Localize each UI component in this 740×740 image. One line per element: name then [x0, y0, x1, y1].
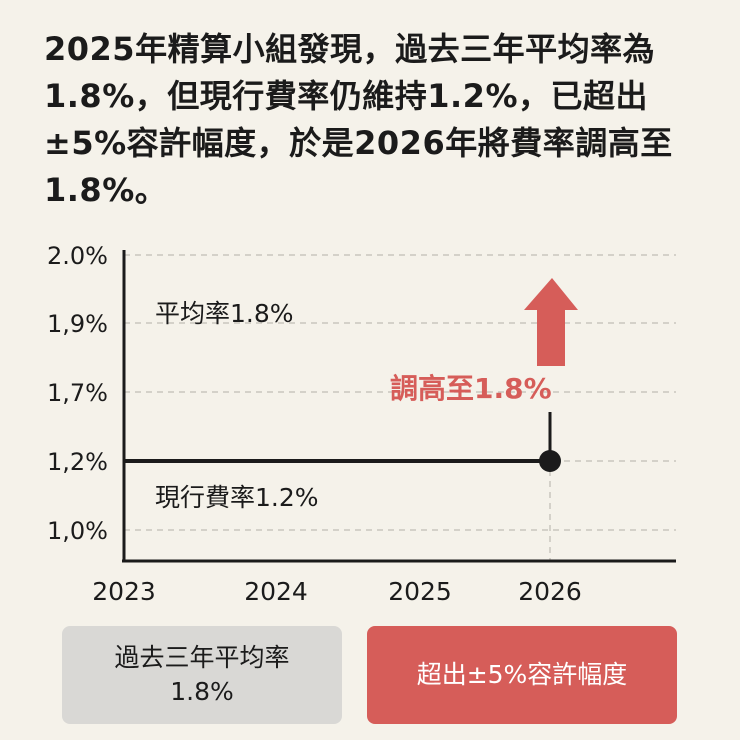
y-tick-label: 1,9%: [47, 310, 108, 338]
axes: [122, 250, 676, 563]
annotations: 平均率1.8% 現行費率1.2% 調高至1.8%: [155, 278, 578, 512]
current-rate-label: 現行費率1.2%: [155, 483, 319, 512]
x-axis-ticks: 2023 2024 2025 2026: [92, 577, 582, 606]
x-tick-label: 2023: [92, 577, 156, 606]
x-tick-label: 2026: [518, 577, 582, 606]
three-year-average-label: 過去三年平均率: [114, 643, 290, 672]
y-tick-label: 2.0%: [47, 242, 108, 270]
y-tick-label: 1,2%: [47, 448, 108, 476]
raise-arrow-icon: [524, 278, 578, 366]
y-axis-ticks: 2.0% 1,9% 1,7% 1,2% 1,0%: [47, 242, 108, 545]
tolerance-exceeded-box: 超出±5%容許幅度: [367, 626, 677, 724]
y-tick-label: 1,0%: [47, 517, 108, 545]
marker-point-2026: [539, 450, 561, 472]
y-tick-label: 1,7%: [47, 379, 108, 407]
raise-label: 調高至1.8%: [390, 372, 552, 405]
x-tick-label: 2025: [388, 577, 452, 606]
x-tick-label: 2024: [244, 577, 308, 606]
series: [124, 412, 561, 472]
three-year-average-value: 1.8%: [170, 677, 234, 706]
tolerance-exceeded-label: 超出±5%容許幅度: [416, 660, 628, 689]
average-rate-label: 平均率1.8%: [155, 299, 294, 328]
headline: 2025年精算小組發現，過去三年平均率為1.8%，但現行費率仍維持1.2%，已超…: [44, 30, 673, 209]
three-year-average-box: 過去三年平均率 1.8%: [62, 626, 342, 724]
